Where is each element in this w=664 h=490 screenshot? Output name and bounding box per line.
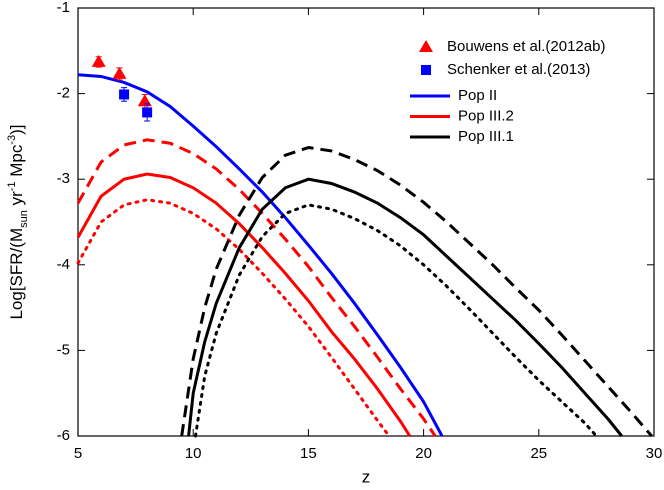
square-marker xyxy=(142,107,153,118)
square-marker xyxy=(119,89,130,100)
x-tick-label: 15 xyxy=(300,445,317,462)
y-axis-label-part: -1 xyxy=(6,181,18,191)
y-axis-label-part: -3 xyxy=(6,135,18,145)
series-line xyxy=(77,73,444,437)
legend-label: Pop III.2 xyxy=(458,107,514,124)
y-axis-label-part: sun xyxy=(18,210,30,228)
legend-label: Schenker et al.(2013) xyxy=(447,61,590,78)
y-tick-label: -3 xyxy=(57,170,70,187)
x-tick-label: 20 xyxy=(415,445,432,462)
x-tick-label: 25 xyxy=(530,445,547,462)
legend-label: Pop II xyxy=(458,87,497,104)
plot-frame xyxy=(77,7,655,437)
series-line xyxy=(76,138,437,437)
series-line xyxy=(76,198,391,438)
y-tick-label: -4 xyxy=(57,256,70,273)
legend-label: Bouwens et al.(2012ab) xyxy=(447,38,605,55)
x-tick-label: 5 xyxy=(74,445,82,462)
x-axis-label: z xyxy=(362,467,371,486)
series-line xyxy=(187,177,623,437)
series-line xyxy=(180,145,653,437)
y-axis-label-part: Mpc xyxy=(7,144,26,181)
square-marker xyxy=(421,65,431,75)
x-tick-label: 30 xyxy=(646,445,663,462)
y-axis-label-part: Log[SFR/(M xyxy=(7,228,26,320)
y-axis-label-part: )] xyxy=(7,124,26,134)
series-line xyxy=(194,203,598,438)
triangle-marker xyxy=(419,40,433,52)
y-tick-label: -2 xyxy=(57,85,70,102)
y-tick-label: -5 xyxy=(57,341,70,358)
y-axis-label: Log[SFR/(Msun yr-1 Mpc-3)] xyxy=(6,124,30,319)
triangle-marker xyxy=(137,94,152,107)
triangle-marker xyxy=(91,54,106,67)
y-tick-label: -1 xyxy=(57,0,70,16)
legend-label: Pop III.1 xyxy=(458,128,514,145)
triangle-marker xyxy=(112,66,127,79)
series-line xyxy=(76,172,412,437)
y-axis-label-part: yr xyxy=(7,191,26,210)
y-tick-label: -6 xyxy=(57,427,70,444)
x-tick-label: 10 xyxy=(185,445,202,462)
